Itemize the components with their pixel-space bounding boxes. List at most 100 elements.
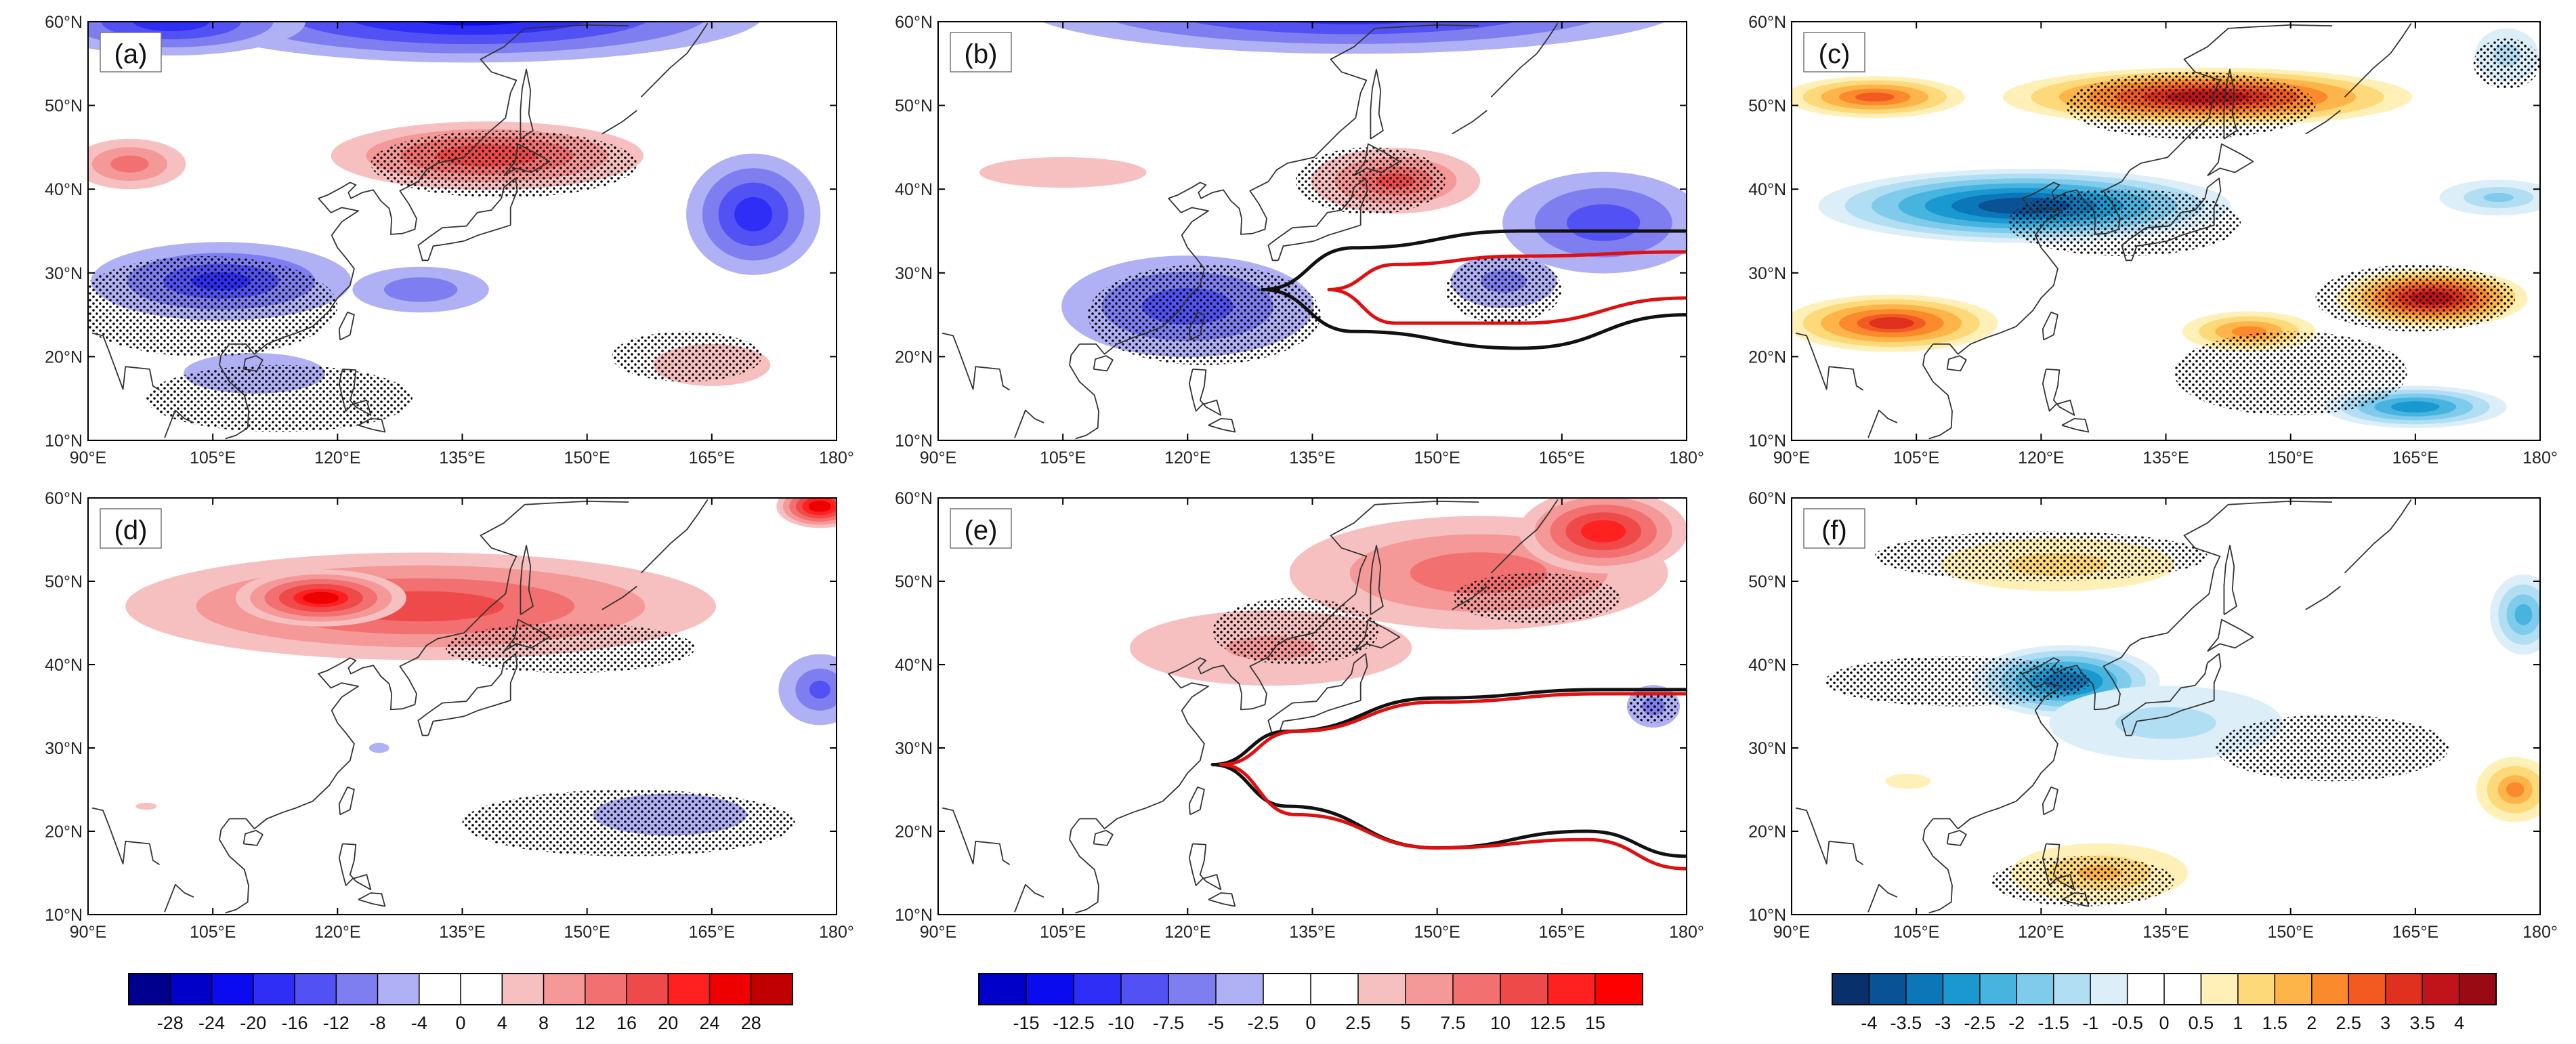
contour-fill-region — [2506, 782, 2525, 797]
lon-tick-label: 90°E — [70, 448, 106, 467]
lon-tick-label: 180° — [2522, 448, 2558, 467]
coastline — [358, 418, 386, 433]
coastline — [2042, 843, 2075, 890]
colorbar-swatch — [1548, 974, 1596, 1005]
lat-tick-label: 40°N — [45, 180, 83, 199]
colorbar-swatch — [419, 974, 461, 1005]
colorbar-label: 1.5 — [2262, 1013, 2288, 1033]
colorbar-swatch — [1263, 974, 1311, 1005]
colorbar-swatch — [1832, 974, 1870, 1005]
significance-stipple — [2008, 189, 2241, 256]
coastline — [1188, 843, 1222, 890]
colorbar-label: -2 — [2008, 1013, 2025, 1033]
lon-tick-label: 135°E — [1289, 923, 1335, 942]
colorbar-label: -4 — [411, 1013, 427, 1033]
panel-label-d: (d) — [114, 516, 148, 545]
colorbar-swatch — [1406, 974, 1454, 1005]
lon-tick-label: 135°E — [439, 923, 485, 942]
coastline — [1490, 499, 1559, 574]
colorbar-label: -16 — [281, 1013, 308, 1033]
colorbar-label: 4 — [2454, 1013, 2464, 1033]
colorbar-label: 5 — [1400, 1013, 1410, 1033]
lat-tick-label: 10°N — [895, 432, 933, 451]
lat-tick-label: 50°N — [45, 572, 83, 591]
contour-fill-region — [1869, 317, 1914, 329]
colorbar-swatch — [2422, 974, 2459, 1005]
lon-tick-label: 165°E — [2392, 448, 2438, 467]
lat-tick-label: 20°N — [895, 822, 933, 841]
colorbar-swatch — [1358, 974, 1406, 1005]
coastline — [520, 545, 534, 615]
lat-tick-label: 60°N — [895, 13, 933, 32]
contour-fill-region — [1567, 204, 1641, 241]
colorbar-swatch — [2311, 974, 2349, 1005]
colorbar-label: 0 — [1305, 1013, 1315, 1033]
lon-tick-label: 120°E — [1164, 923, 1210, 942]
contour-fill-region — [2514, 604, 2533, 625]
colorbar-swatch — [253, 974, 295, 1005]
coastline — [640, 23, 709, 98]
coastline — [1353, 143, 1401, 177]
contour-fill-region — [417, 22, 524, 26]
coastline — [91, 807, 161, 865]
red-contour-line — [1219, 692, 1687, 767]
coastline — [358, 892, 386, 907]
colorbar-swatch — [2237, 974, 2275, 1005]
coastline — [164, 883, 194, 913]
lat-tick-label: 30°N — [895, 264, 933, 283]
lat-tick-label: 60°N — [45, 489, 83, 508]
colorbar-label: 2.5 — [2336, 1013, 2361, 1033]
lon-tick-label: 120°E — [314, 448, 360, 467]
stipple-f — [1825, 531, 2449, 906]
coastline — [601, 585, 637, 610]
contour-fill-region — [1581, 520, 1626, 543]
colorbar-label: 12.5 — [1530, 1013, 1566, 1033]
lat-tick-label: 40°N — [1748, 656, 1786, 675]
coastline — [1795, 807, 1864, 865]
significance-stipple — [371, 130, 637, 198]
lon-tick-label: 180° — [2522, 923, 2558, 942]
coastline-c — [1795, 23, 2412, 440]
coastline — [338, 369, 372, 416]
coastline — [2344, 23, 2412, 98]
colorbar-swatch — [336, 974, 379, 1005]
colorbar-label: 0 — [2159, 1013, 2169, 1033]
colorbar-label: -12 — [323, 1013, 350, 1033]
colorbar-swatch — [1121, 974, 1169, 1005]
colorbar-swatch — [1453, 974, 1501, 1005]
lat-tick-label: 20°N — [1748, 822, 1786, 841]
colorbar-middle: -15 -12.5 -10 -7.5 -5 -2.5 0 2.5 5 7.5 10 12.5 15 — [978, 973, 1643, 1033]
lat-tick-label: 30°N — [1748, 739, 1786, 758]
lon-tick-label: 120°E — [1164, 448, 1210, 467]
coastline — [2223, 545, 2237, 615]
coastline-a — [91, 23, 709, 440]
panel-label-e: (e) — [965, 516, 998, 545]
coastline — [338, 312, 355, 341]
colorbar-swatch — [2459, 974, 2497, 1005]
coastline — [1922, 818, 1953, 914]
colorbar-label: 10 — [1490, 1013, 1511, 1033]
colorbar-label: 4 — [497, 1013, 507, 1033]
coastline — [1795, 332, 1864, 391]
red-contour-line — [1219, 763, 1687, 871]
colorbar-frame — [128, 973, 793, 1005]
colorbar-label: -24 — [198, 1013, 225, 1033]
lon-tick-label: 120°E — [314, 923, 360, 942]
colorbar-swatch — [1869, 974, 1907, 1005]
colorbar-swatch — [377, 974, 420, 1005]
map-panel-c: 90°E 105°E 120°E 135°E 150°E 165°E 180° 10°N 20°… — [1748, 13, 2558, 467]
significance-stipple — [2174, 331, 2407, 415]
significance-stipple — [445, 623, 696, 673]
colorbar-swatch — [627, 974, 669, 1005]
colorbar-label: -12.5 — [1053, 1013, 1095, 1033]
contour-fill-region — [1855, 92, 1895, 102]
contour-fill-region — [2483, 192, 2514, 203]
colorbar-swatch — [211, 974, 254, 1005]
lon-tick-label: 105°E — [1893, 448, 1939, 467]
lat-tick-label: 20°N — [895, 348, 933, 367]
colorbar-swatch — [2164, 974, 2201, 1005]
colorbar-label: -10 — [1107, 1013, 1134, 1033]
colorbar-label: -15 — [1013, 1013, 1039, 1033]
lon-tick-label: 150°E — [564, 923, 610, 942]
colorbar-left: -28 -24 -20 -16 -12 -8 -4 0 4 8 12 16 20 24 28 — [128, 973, 793, 1033]
